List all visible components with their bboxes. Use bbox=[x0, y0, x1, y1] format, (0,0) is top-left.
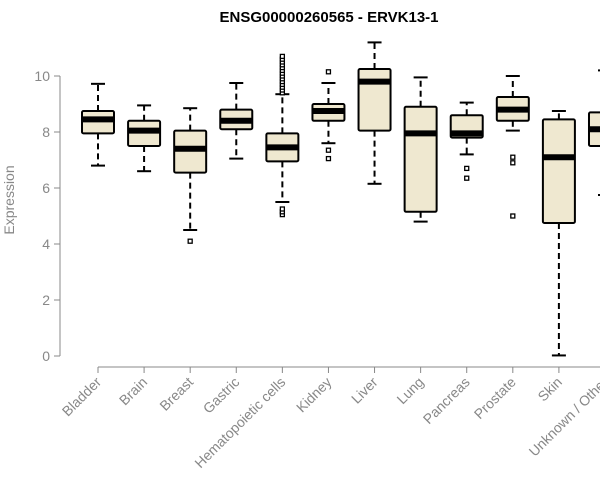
x-tick-label: Skin bbox=[534, 374, 565, 405]
box-breast bbox=[173, 107, 208, 244]
x-tick-label: Pancreas bbox=[420, 374, 473, 427]
box-pancreas bbox=[449, 101, 484, 181]
y-axis-label: Expression bbox=[1, 165, 17, 234]
outlier-point bbox=[279, 53, 286, 60]
x-tick-label: Bladder bbox=[59, 374, 105, 420]
outlier-point bbox=[325, 147, 332, 153]
y-tick-label: 6 bbox=[42, 180, 50, 196]
x-tick-label: Gastric bbox=[200, 374, 243, 417]
outlier-point bbox=[510, 154, 516, 160]
x-tick-label: Breast bbox=[156, 374, 196, 414]
outlier-point bbox=[187, 238, 193, 244]
outlier-point bbox=[510, 213, 516, 219]
box-hematopoietic-cells bbox=[265, 53, 300, 218]
x-tick-label: Lung bbox=[393, 374, 426, 407]
outlier-point bbox=[279, 206, 286, 212]
box-lung bbox=[403, 76, 438, 223]
outlier-point bbox=[464, 165, 470, 172]
iqr-box bbox=[403, 105, 438, 213]
y-tick-label: 8 bbox=[42, 124, 50, 140]
box-unknown-other bbox=[587, 69, 600, 196]
x-tick-label: Prostate bbox=[471, 374, 519, 422]
boxes-layer bbox=[81, 41, 600, 357]
iqr-box bbox=[541, 118, 576, 224]
outlier-point bbox=[464, 175, 470, 181]
box-brain bbox=[127, 104, 162, 173]
y-tick-label: 2 bbox=[42, 292, 50, 308]
chart-title: ENSG00000260565 - ERVK13-1 bbox=[219, 9, 438, 26]
box-kidney bbox=[311, 69, 346, 162]
x-tick-label: Brain bbox=[116, 374, 150, 408]
iqr-box bbox=[357, 68, 392, 132]
y-tick-label: 10 bbox=[34, 68, 50, 84]
outlier-point bbox=[325, 155, 332, 162]
y-axis: 0 2 4 6 8 10 bbox=[34, 68, 61, 364]
x-tick-label: Kidney bbox=[293, 374, 335, 416]
outlier-point bbox=[510, 160, 516, 166]
x-tick-label: Hematopoietic cells bbox=[191, 374, 288, 471]
box-bladder bbox=[81, 82, 115, 167]
box-skin bbox=[541, 110, 576, 357]
box-prostate bbox=[495, 75, 530, 219]
box-gastric bbox=[219, 82, 254, 160]
x-tick-label: Liver bbox=[348, 374, 381, 407]
outlier-point bbox=[325, 69, 332, 75]
y-tick-label: 0 bbox=[42, 348, 50, 364]
box-liver bbox=[357, 41, 392, 185]
y-tick-label: 4 bbox=[42, 236, 50, 252]
